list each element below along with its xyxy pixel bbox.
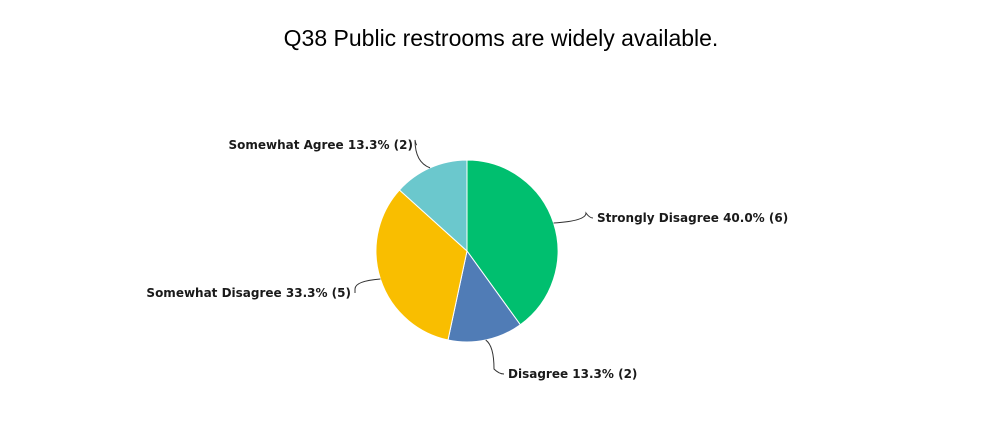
leader-line	[354, 278, 381, 293]
slice-labels: Strongly Disagree 40.0% (6) Disagree 13.3…	[146, 138, 788, 381]
slice-label-strongly-disagree: Strongly Disagree 40.0% (6)	[597, 211, 788, 225]
pie-slice-strongly-disagree	[466, 159, 559, 326]
slice-label-disagree: Disagree 13.3% (2)	[508, 367, 637, 381]
leader-line	[553, 211, 594, 224]
slice-label-somewhat-disagree: Somewhat Disagree 33.3% (5)	[146, 286, 351, 300]
leader-line	[414, 139, 431, 169]
chart-title: Q38 Public restrooms are widely availabl…	[284, 25, 719, 51]
slice-label-somewhat-agree: Somewhat Agree 13.3% (2)	[228, 138, 413, 152]
leader-line	[485, 339, 505, 375]
pie-slices	[375, 159, 559, 343]
